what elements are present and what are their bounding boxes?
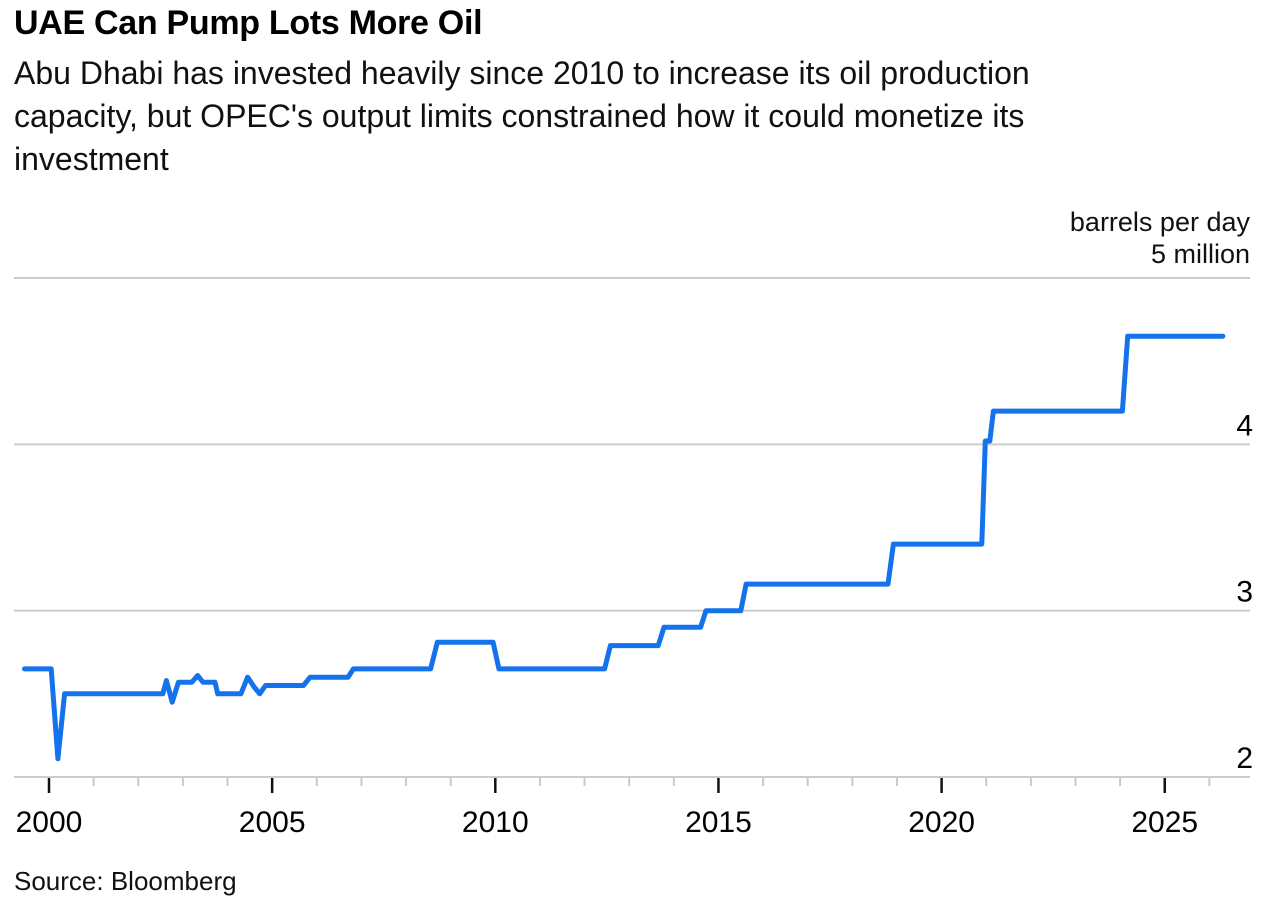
x-axis-ticks bbox=[47, 778, 1211, 793]
y-axis-labels: 4 3 2 bbox=[1236, 409, 1253, 775]
y-axis-unit-label: barrels per day 5 million bbox=[1070, 206, 1250, 270]
x-axis-labels: 2000 2005 2010 2015 2020 2025 bbox=[16, 806, 1199, 839]
chart-subtitle: Abu Dhabi has invested heavily since 201… bbox=[14, 52, 1254, 181]
chart-title: UAE Can Pump Lots More Oil bbox=[14, 4, 483, 42]
series-line-0 bbox=[22, 333, 1226, 762]
y-tick-label-4: 4 bbox=[1236, 409, 1253, 442]
subtitle-line-3: investment bbox=[14, 141, 169, 177]
x-tick-label-2015: 2015 bbox=[685, 806, 752, 839]
y-axis-unit-line-2: 5 million bbox=[1150, 239, 1250, 269]
y-tick-label-3: 3 bbox=[1236, 576, 1253, 609]
y-tick-label-2: 2 bbox=[1236, 742, 1253, 775]
gridlines bbox=[14, 277, 1250, 778]
x-tick-label-2010: 2010 bbox=[462, 806, 529, 839]
subtitle-line-1: Abu Dhabi has invested heavily since 201… bbox=[14, 55, 1030, 91]
source-credit: Source: Bloomberg bbox=[14, 866, 237, 896]
capacity-step-chart: 2000 2005 2010 2015 2020 2025 4 3 2 bbox=[14, 277, 1253, 839]
x-tick-label-2025: 2025 bbox=[1131, 806, 1198, 839]
subtitle-line-2: capacity, but OPEC's output limits const… bbox=[14, 98, 1025, 134]
x-tick-label-2000: 2000 bbox=[16, 806, 83, 839]
x-tick-label-2005: 2005 bbox=[239, 806, 306, 839]
y-axis-unit-line-1: barrels per day bbox=[1069, 207, 1250, 237]
x-tick-label-2020: 2020 bbox=[908, 806, 975, 839]
